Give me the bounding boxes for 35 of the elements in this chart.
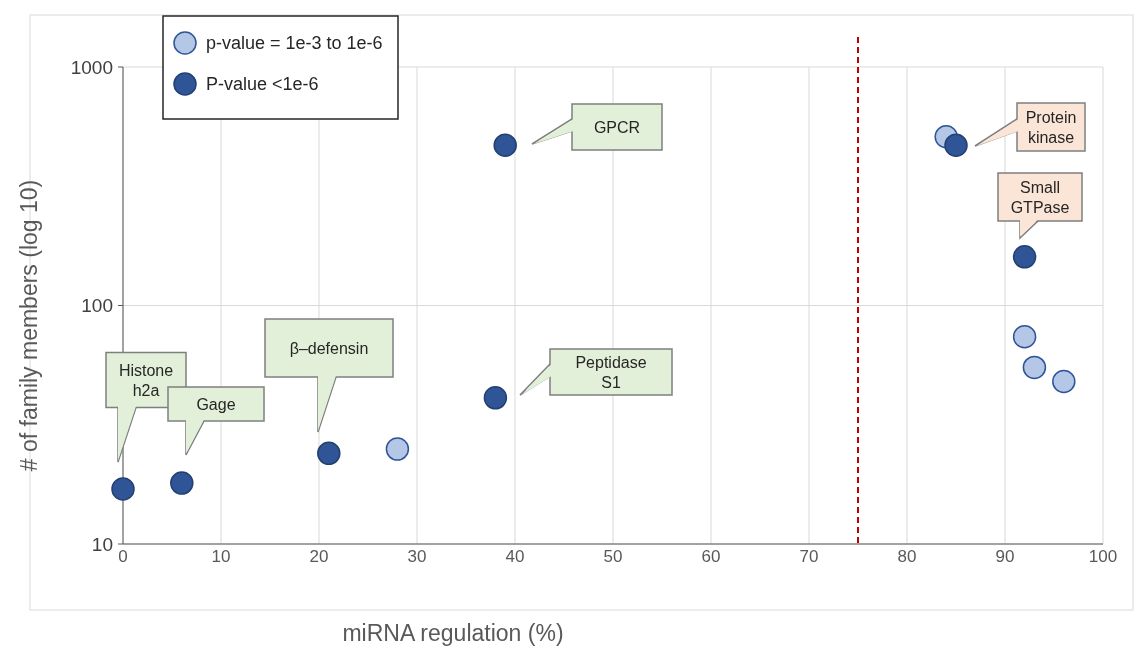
annotation: Small GTPase <box>1010 178 1070 216</box>
x-tick-label: 30 <box>407 547 427 566</box>
x-tick-label: 0 <box>118 547 128 566</box>
annotation: GPCR <box>593 118 641 136</box>
y-tick-label: 100 <box>81 295 113 317</box>
point <box>493 133 517 157</box>
x-tick-label: 80 <box>897 547 917 566</box>
annotation: Peptidase S1 <box>575 353 647 391</box>
annotation: Gage <box>196 395 236 413</box>
legend-label: p-value = 1e-3 to 1e-6 <box>206 33 383 54</box>
legend-label: P-value <1e-6 <box>206 74 319 95</box>
point <box>1012 324 1037 349</box>
annotation: Histone h2a <box>118 361 174 399</box>
point <box>1012 245 1037 269</box>
x-tick-label: 60 <box>701 547 721 566</box>
point <box>483 386 508 410</box>
x-tick-label: 100 <box>1088 547 1118 566</box>
y-tick-label: 1000 <box>70 56 113 78</box>
x-axis-title: miRNA regulation (%) <box>342 620 564 646</box>
point <box>317 441 341 466</box>
point <box>1052 369 1076 394</box>
x-tick-label: 50 <box>603 547 623 566</box>
x-tick-label: 20 <box>309 547 329 566</box>
x-tick-label: 10 <box>211 547 231 566</box>
x-tick-label: 90 <box>995 547 1015 566</box>
x-tick-label: 40 <box>505 547 525 566</box>
point <box>111 477 135 501</box>
annotation: Protein kinase <box>1025 108 1077 146</box>
point <box>170 471 194 495</box>
point <box>385 437 410 461</box>
x-tick-label: 70 <box>799 547 819 566</box>
point <box>944 133 968 157</box>
point <box>1022 355 1047 380</box>
y-axis-title: # of family members (log 10) <box>16 179 42 472</box>
annotation: β–defensin <box>289 339 369 357</box>
